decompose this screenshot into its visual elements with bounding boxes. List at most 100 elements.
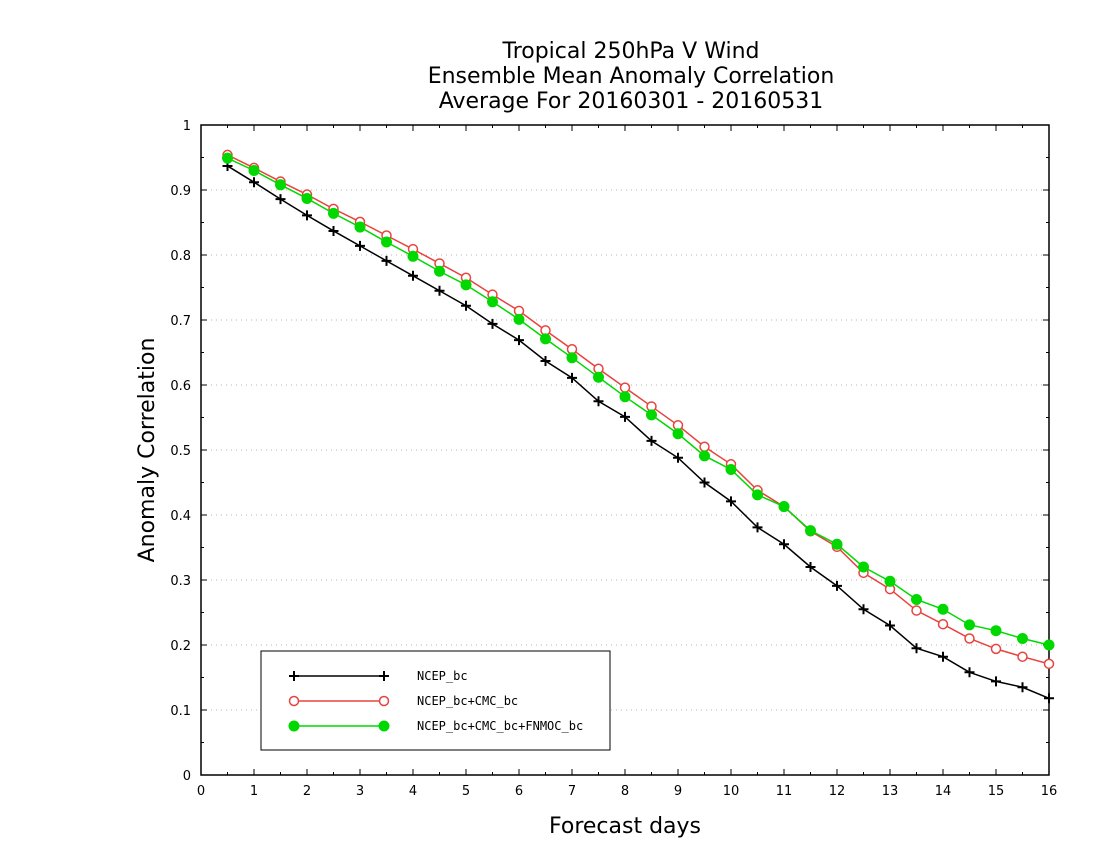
legend-marker-NCEP_bc	[379, 671, 389, 681]
x-tick-label: 13	[882, 784, 899, 799]
x-tick-label: 9	[674, 784, 682, 799]
series-NCEP_bc+CMC_bc+FNMOC_bc	[222, 152, 1055, 651]
data-point-NCEP_bc+CMC_bc	[937, 618, 949, 630]
data-point-NCEP_bc+CMC_bc+FNMOC_bc	[434, 265, 445, 277]
data-point-NCEP_bc+CMC_bc	[964, 633, 975, 644]
y-tick-label: 0	[183, 769, 191, 784]
data-point-NCEP_bc	[302, 210, 312, 221]
data-point-NCEP_bc+CMC_bc+FNMOC_bc	[699, 450, 710, 462]
data-point-NCEP_bc	[328, 225, 339, 236]
data-point-NCEP_bc+CMC_bc+FNMOC_bc	[593, 371, 604, 383]
x-tick-label: 5	[462, 784, 470, 799]
x-tick-label: 11	[776, 784, 793, 799]
data-point-NCEP_bc	[752, 522, 763, 533]
data-point-NCEP_bc+CMC_bc+FNMOC_bc	[831, 538, 843, 550]
data-point-NCEP_bc	[858, 604, 869, 615]
x-tick-label: 0	[197, 784, 205, 799]
series-layer	[222, 149, 1055, 704]
data-point-NCEP_bc	[487, 318, 498, 329]
data-point-NCEP_bc	[805, 562, 816, 572]
x-tick-label: 14	[935, 784, 952, 799]
series-line-NCEP_bc+CMC_bc	[227, 154, 1050, 665]
legend-marker-NCEP_bc	[289, 671, 299, 681]
data-point-NCEP_bc	[567, 372, 577, 383]
y-tick-label: 0.5	[170, 444, 191, 459]
data-point-NCEP_bc+CMC_bc+FNMOC_bc	[248, 165, 260, 176]
y-tick-label: 0.6	[170, 379, 191, 394]
y-tick-label: 0.1	[170, 704, 191, 719]
y-tick-label: 0.7	[170, 314, 191, 329]
x-tick-label: 1	[250, 784, 258, 799]
data-point-NCEP_bc	[275, 194, 286, 205]
data-point-NCEP_bc	[885, 620, 895, 631]
data-point-NCEP_bc+CMC_bc+FNMOC_bc	[990, 625, 1002, 637]
data-point-NCEP_bc+CMC_bc+FNMOC_bc	[540, 333, 551, 345]
x-tick-label: 7	[568, 784, 576, 799]
data-point-NCEP_bc	[355, 240, 365, 251]
data-point-NCEP_bc	[620, 411, 630, 422]
series-NCEP_bc+CMC_bc	[222, 149, 1055, 670]
y-tick-label: 1	[183, 119, 191, 134]
data-point-NCEP_bc+CMC_bc+FNMOC_bc	[1017, 633, 1028, 644]
data-point-NCEP_bc+CMC_bc	[911, 605, 922, 616]
x-tick-label: 16	[1041, 784, 1058, 799]
data-point-NCEP_bc+CMC_bc+FNMOC_bc	[646, 409, 657, 421]
data-point-NCEP_bc+CMC_bc+FNMOC_bc	[487, 296, 498, 308]
data-point-NCEP_bc+CMC_bc+FNMOC_bc	[964, 619, 975, 631]
x-tick-label: 3	[356, 784, 364, 799]
data-point-NCEP_bc	[938, 651, 948, 662]
data-point-NCEP_bc+CMC_bc+FNMOC_bc	[725, 464, 737, 475]
data-point-NCEP_bc	[726, 496, 736, 507]
data-point-NCEP_bc+CMC_bc+FNMOC_bc	[301, 192, 313, 204]
data-point-NCEP_bc	[514, 335, 524, 346]
data-point-NCEP_bc+CMC_bc+FNMOC_bc	[884, 575, 896, 587]
data-point-NCEP_bc	[991, 676, 1001, 687]
data-point-NCEP_bc+CMC_bc	[699, 441, 710, 452]
data-point-NCEP_bc+CMC_bc+FNMOC_bc	[328, 207, 339, 219]
x-tick-label: 4	[409, 784, 417, 799]
chart-title-line-2: Ensemble Mean Anomaly Correlation	[428, 64, 835, 89]
y-tick-label: 0.8	[170, 249, 191, 264]
series-line-NCEP_bc	[227, 165, 1050, 699]
data-point-NCEP_bc+CMC_bc+FNMOC_bc	[752, 489, 763, 501]
y-tick-label: 0.2	[170, 639, 191, 654]
data-point-NCEP_bc+CMC_bc	[990, 643, 1002, 655]
data-point-NCEP_bc+CMC_bc+FNMOC_bc	[1043, 639, 1055, 651]
series-NCEP_bc	[222, 160, 1054, 704]
data-point-NCEP_bc	[1017, 682, 1028, 693]
data-point-NCEP_bc+CMC_bc+FNMOC_bc	[672, 428, 684, 440]
data-point-NCEP_bc+CMC_bc	[1017, 651, 1028, 662]
data-point-NCEP_bc	[540, 355, 551, 366]
data-point-NCEP_bc	[911, 643, 922, 654]
x-tick-label: 15	[988, 784, 1005, 799]
data-point-NCEP_bc	[699, 477, 710, 488]
data-point-NCEP_bc	[673, 452, 683, 463]
data-point-NCEP_bc+CMC_bc+FNMOC_bc	[858, 561, 869, 573]
data-point-NCEP_bc+CMC_bc+FNMOC_bc	[381, 236, 392, 248]
legend-label-NCEP_bc+CMC_bc: NCEP_bc+CMC_bc	[417, 694, 518, 708]
data-point-NCEP_bc	[408, 270, 418, 281]
series-line-NCEP_bc+CMC_bc+FNMOC_bc	[227, 157, 1050, 646]
chart-title-line-3: Average For 20160301 - 20160531	[439, 89, 824, 114]
data-point-NCEP_bc	[832, 580, 842, 591]
x-tick-label: 6	[515, 784, 523, 799]
legend: NCEP_bc NCEP_bc+CMC_bc NCEP_bc+CMC_bc+FNMO…	[260, 650, 611, 751]
data-point-NCEP_bc	[646, 435, 657, 446]
y-tick-label: 0.9	[170, 184, 191, 199]
data-point-NCEP_bc	[381, 255, 392, 266]
x-tick-label: 12	[829, 784, 846, 799]
data-point-NCEP_bc+CMC_bc+FNMOC_bc	[566, 352, 578, 364]
data-point-NCEP_bc+CMC_bc+FNMOC_bc	[778, 501, 790, 513]
legend-marker-NCEP_bc+CMC_bc+FNMOC_bc	[288, 720, 300, 732]
data-point-NCEP_bc+CMC_bc	[1043, 658, 1055, 670]
data-point-NCEP_bc+CMC_bc+FNMOC_bc	[354, 221, 366, 233]
legend-marker-NCEP_bc+CMC_bc	[288, 695, 300, 707]
legend-marker-NCEP_bc+CMC_bc	[378, 695, 390, 707]
data-point-NCEP_bc+CMC_bc+FNMOC_bc	[275, 179, 286, 191]
data-point-NCEP_bc+CMC_bc+FNMOC_bc	[460, 279, 472, 291]
y-tick-label: 0.3	[170, 574, 191, 589]
data-point-NCEP_bc+CMC_bc	[619, 382, 631, 393]
y-tick-label: 0.4	[170, 509, 191, 524]
